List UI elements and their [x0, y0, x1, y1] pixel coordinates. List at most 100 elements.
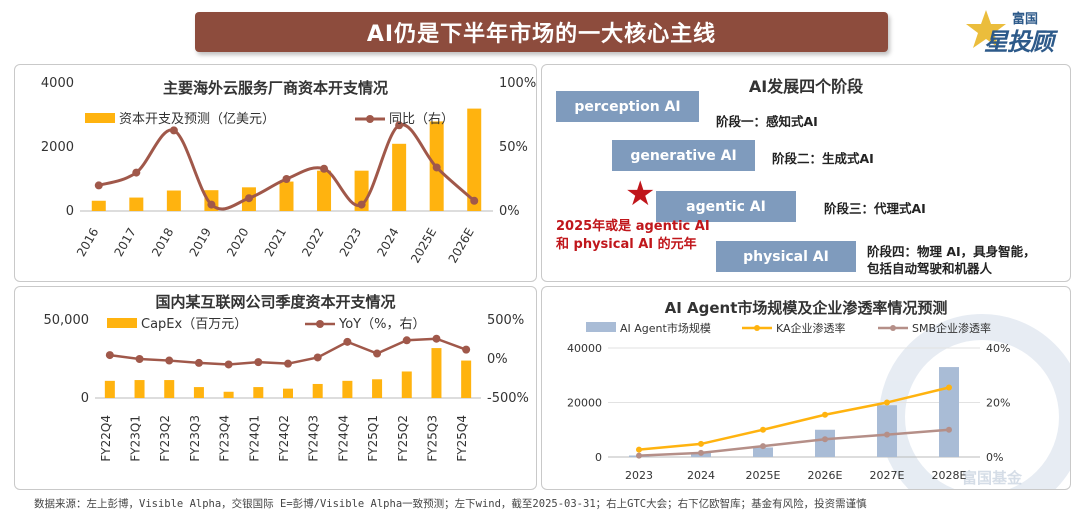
x-tick-label: 2027E	[870, 469, 905, 482]
legend-label: 同比（右）	[389, 112, 454, 127]
legend-label: SMB企业渗透率	[912, 321, 991, 335]
y-right-tick-label: 0%	[487, 352, 508, 367]
line-point	[343, 337, 352, 346]
x-tick-label: 2021	[262, 226, 289, 259]
y-left-tick-label: 4000	[41, 76, 74, 91]
line-point	[357, 200, 366, 209]
line-point	[946, 384, 952, 391]
legend-swatch	[586, 322, 616, 332]
line-point	[244, 194, 253, 203]
bar	[166, 190, 181, 211]
x-tick-label: 2019	[187, 226, 214, 259]
y-right-tick-label: 100%	[499, 76, 536, 91]
bar	[164, 380, 175, 398]
x-tick-label: FY25Q1	[366, 415, 380, 462]
y-left-tick-label: 50,000	[44, 313, 90, 328]
bar	[939, 367, 959, 457]
x-tick-label: FY24Q1	[247, 415, 261, 462]
page-title: AI仍是下半年市场的一大核心主线	[366, 22, 717, 47]
legend-swatch	[85, 113, 115, 123]
y-left-tick-label: 0	[81, 391, 89, 406]
bar	[815, 429, 835, 457]
logo-main-text: 星投顾	[984, 28, 1054, 56]
overseas-capex-title: 主要海外云服务厂商资本开支情况	[162, 79, 388, 97]
domestic-capex-chart: 0 50,000 -500% 0% 500% FY22Q4 FY23Q1 FY23Q2 FY23…	[44, 313, 529, 462]
stage-label-4: 阶段四：物理 AI，具身智能， 包括自动驾驶和机器人	[867, 244, 1036, 276]
line-point	[373, 349, 382, 358]
x-tick-label: FY22Q4	[99, 415, 113, 462]
line-point	[402, 336, 411, 345]
line-point	[822, 436, 828, 443]
line-point	[698, 449, 704, 456]
ai-agent-market-chart: 0 20000 40000 0% 20% 40% 2023 2024 2025E 2026E 202…	[567, 321, 1010, 482]
x-tick-label: 2025E	[746, 469, 781, 482]
stage-label-3: 阶段三：代理式AI	[824, 201, 926, 216]
line-point	[105, 351, 114, 360]
line-point	[224, 360, 233, 369]
data-source-footer: 数据来源：左上彭博，Visible Alpha，交银国际 E=彭博/Visibl…	[34, 498, 867, 510]
ai-agent-market-title: AI Agent市场规模及企业渗透率情况预测	[664, 299, 948, 317]
x-tick-label: 2023	[337, 226, 364, 259]
legend-label: 资本开支及预测（亿美元）	[119, 112, 275, 127]
legend-swatch	[107, 318, 137, 328]
star-icon: ★	[625, 174, 656, 214]
x-tick-label: FY24Q4	[336, 415, 350, 462]
legend-marker	[754, 325, 760, 331]
x-tick-label: 2023	[625, 469, 653, 482]
legend-label: CapEx（百万元）	[141, 317, 247, 332]
line-point	[169, 126, 178, 135]
series-line	[638, 386, 950, 451]
bar	[193, 387, 204, 398]
watermark-text: 富国基金	[962, 469, 1023, 487]
line-point	[698, 440, 704, 447]
x-tick-label: 2026E	[446, 226, 477, 266]
logo-top-text: 富国	[1012, 12, 1039, 27]
x-tick-label: 2022	[299, 226, 326, 259]
y-right-tick-label: 50%	[499, 140, 528, 155]
stage-label-1: 阶段一：感知式AI	[716, 114, 818, 129]
bar	[104, 380, 115, 398]
line-point	[462, 345, 471, 354]
stage-box-agentic: agentic AI	[656, 191, 796, 222]
line-point	[432, 334, 441, 343]
ai-stages-panel: AI发展四个阶段 perception AI 阶段一：感知式AI generat…	[541, 64, 1071, 282]
x-tick-label: FY25Q3	[425, 415, 439, 462]
bar	[431, 348, 442, 398]
bar	[283, 388, 293, 398]
y-left-tick-label: 40000	[567, 342, 602, 355]
legend-marker	[316, 320, 324, 328]
legend-label: AI Agent市场规模	[620, 321, 711, 335]
line-point	[636, 452, 642, 459]
line-point	[135, 355, 144, 363]
bar	[467, 108, 482, 211]
domestic-capex-title: 国内某互联网公司季度资本开支情况	[155, 293, 396, 311]
bar	[223, 391, 234, 398]
y-right-tick-label: 0%	[986, 451, 1003, 464]
line-point	[760, 443, 766, 450]
line-point	[165, 356, 174, 365]
legend-marker	[890, 325, 896, 331]
bar	[91, 200, 106, 211]
line-point	[313, 353, 322, 362]
stage-box-generative: generative AI	[612, 140, 755, 171]
ai-agent-market-panel: 富国基金 AI Agent市场规模及企业渗透率情况预测 0 20000 40000 0…	[541, 286, 1071, 490]
bar	[401, 371, 412, 398]
x-tick-label: 2026E	[808, 469, 843, 482]
y-left-tick-label: 0	[66, 204, 74, 219]
line-point	[470, 196, 479, 205]
line-point	[395, 121, 404, 130]
bar	[877, 405, 897, 457]
bar	[342, 380, 353, 398]
y-right-tick-label: 20%	[986, 397, 1010, 410]
y-right-tick-label: 500%	[487, 313, 524, 328]
bar	[461, 360, 472, 398]
line-point	[132, 168, 141, 177]
domestic-capex-panel: 国内某互联网公司季度资本开支情况 0 50,000 -500% 0% 500% FY22Q…	[14, 286, 537, 490]
x-tick-label: FY23Q2	[158, 415, 172, 462]
bar	[312, 383, 323, 398]
x-tick-label: FY24Q3	[307, 415, 321, 462]
bar	[279, 181, 294, 211]
y-left-tick-label: 20000	[567, 397, 602, 410]
milestone-note: 2025年或是 agentic AI 和 physical AI 的元年	[556, 219, 710, 252]
x-tick-label: 2028E	[932, 469, 967, 482]
